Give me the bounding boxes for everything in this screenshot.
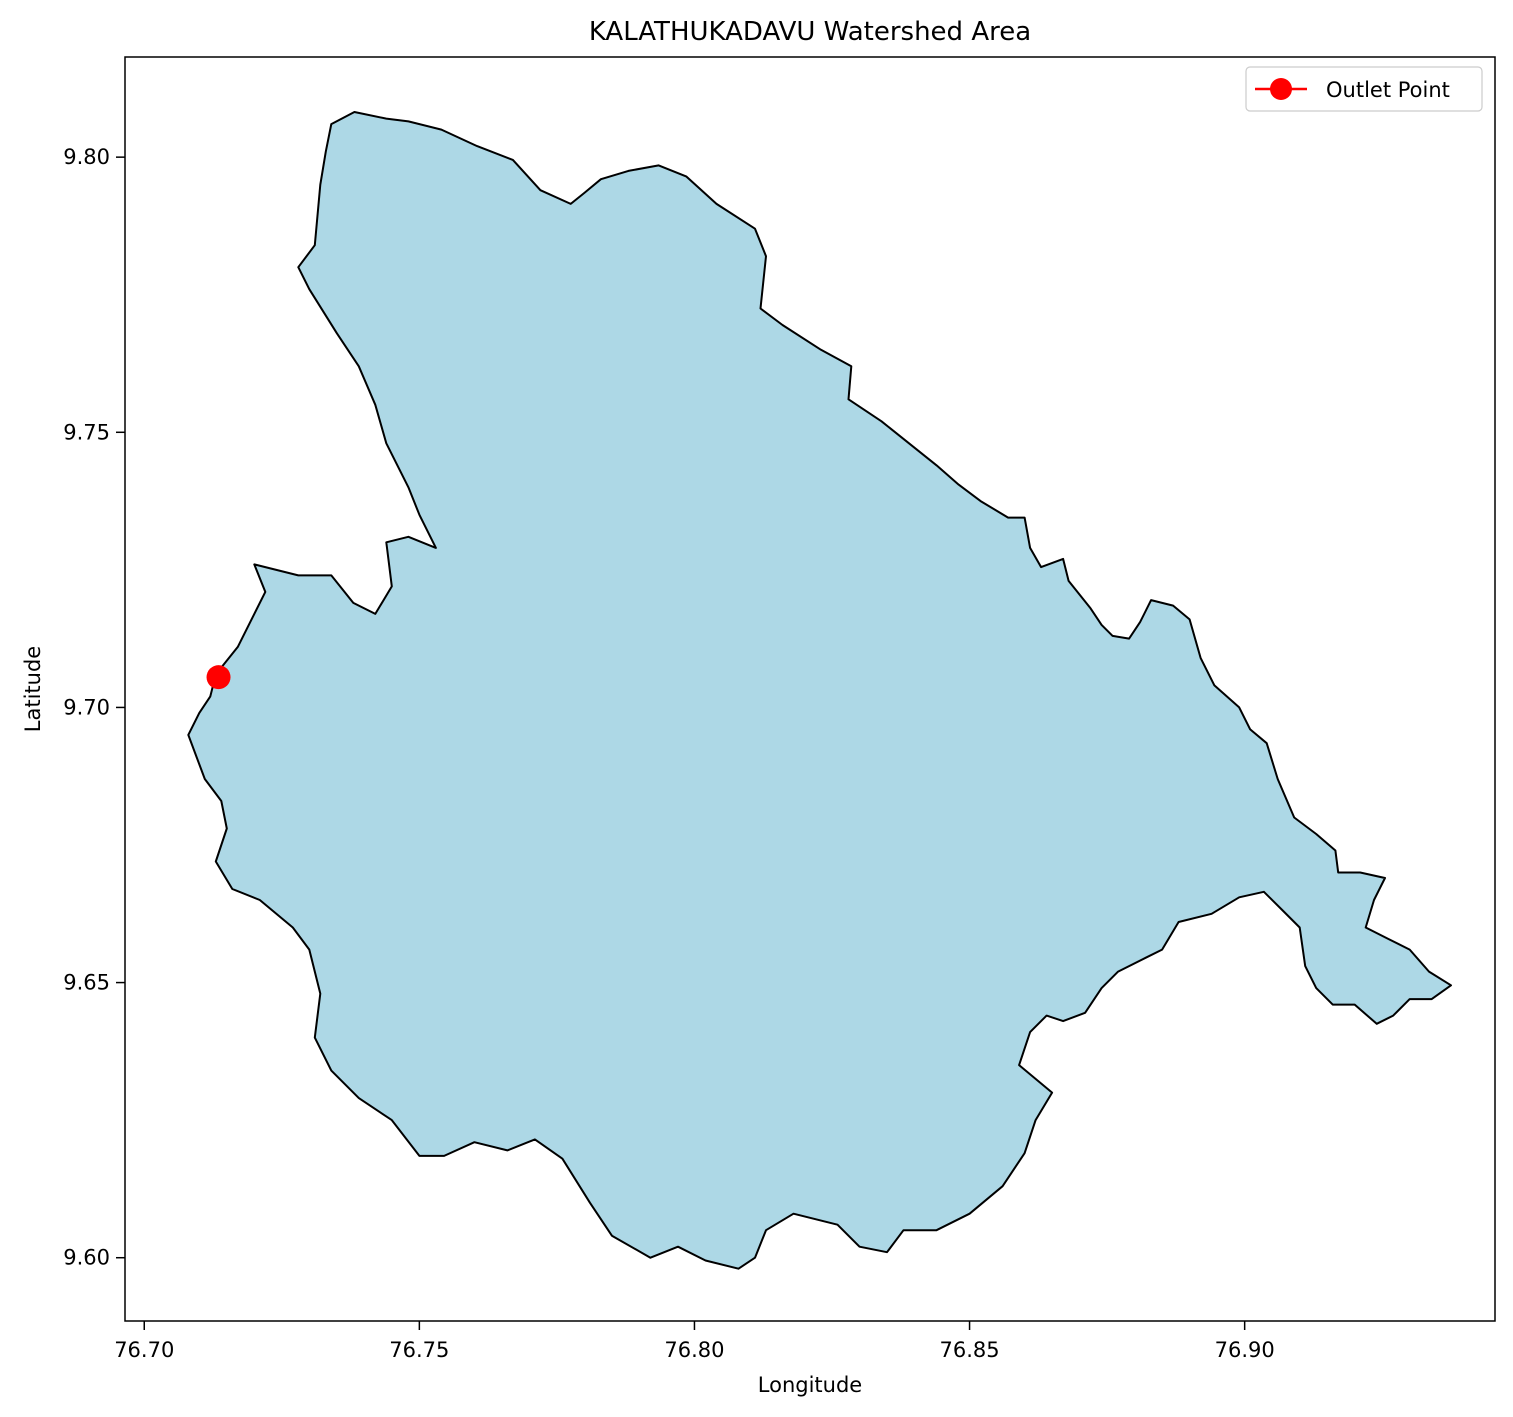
x-tick-label: 76.85 xyxy=(939,1338,999,1362)
y-axis-ticks: 9.60 9.65 9.70 9.75 9.80 xyxy=(63,145,125,1270)
chart-title: KALATHUKADAVU Watershed Area xyxy=(589,17,1031,47)
x-tick-label: 76.80 xyxy=(664,1338,724,1362)
y-tick-label: 9.70 xyxy=(63,695,110,719)
axes-frame xyxy=(124,56,1496,1322)
x-axis-label: Longitude xyxy=(758,1373,862,1397)
x-tick-label: 76.90 xyxy=(1215,1338,1275,1362)
y-tick-label: 9.75 xyxy=(63,420,110,444)
y-tick-label: 9.60 xyxy=(63,1246,110,1270)
y-tick-label: 9.80 xyxy=(63,145,110,169)
y-tick-label: 9.65 xyxy=(63,971,110,995)
x-tick-label: 76.75 xyxy=(389,1338,449,1362)
watershed-polygon xyxy=(187,111,1452,1270)
x-tick-label: 76.70 xyxy=(114,1338,174,1362)
legend: Outlet Point xyxy=(1245,66,1483,112)
plot-area xyxy=(187,111,1452,1270)
outlet-point-marker xyxy=(206,665,231,690)
outlet-layer xyxy=(206,665,231,690)
legend-point-marker xyxy=(1270,78,1292,100)
x-axis-ticks: 76.70 76.75 76.80 76.85 76.90 xyxy=(114,1321,1275,1362)
legend-entry-outlet-point: Outlet Point xyxy=(1326,78,1450,102)
y-axis-label: Latitude xyxy=(21,646,45,732)
legend-box xyxy=(1245,66,1483,112)
